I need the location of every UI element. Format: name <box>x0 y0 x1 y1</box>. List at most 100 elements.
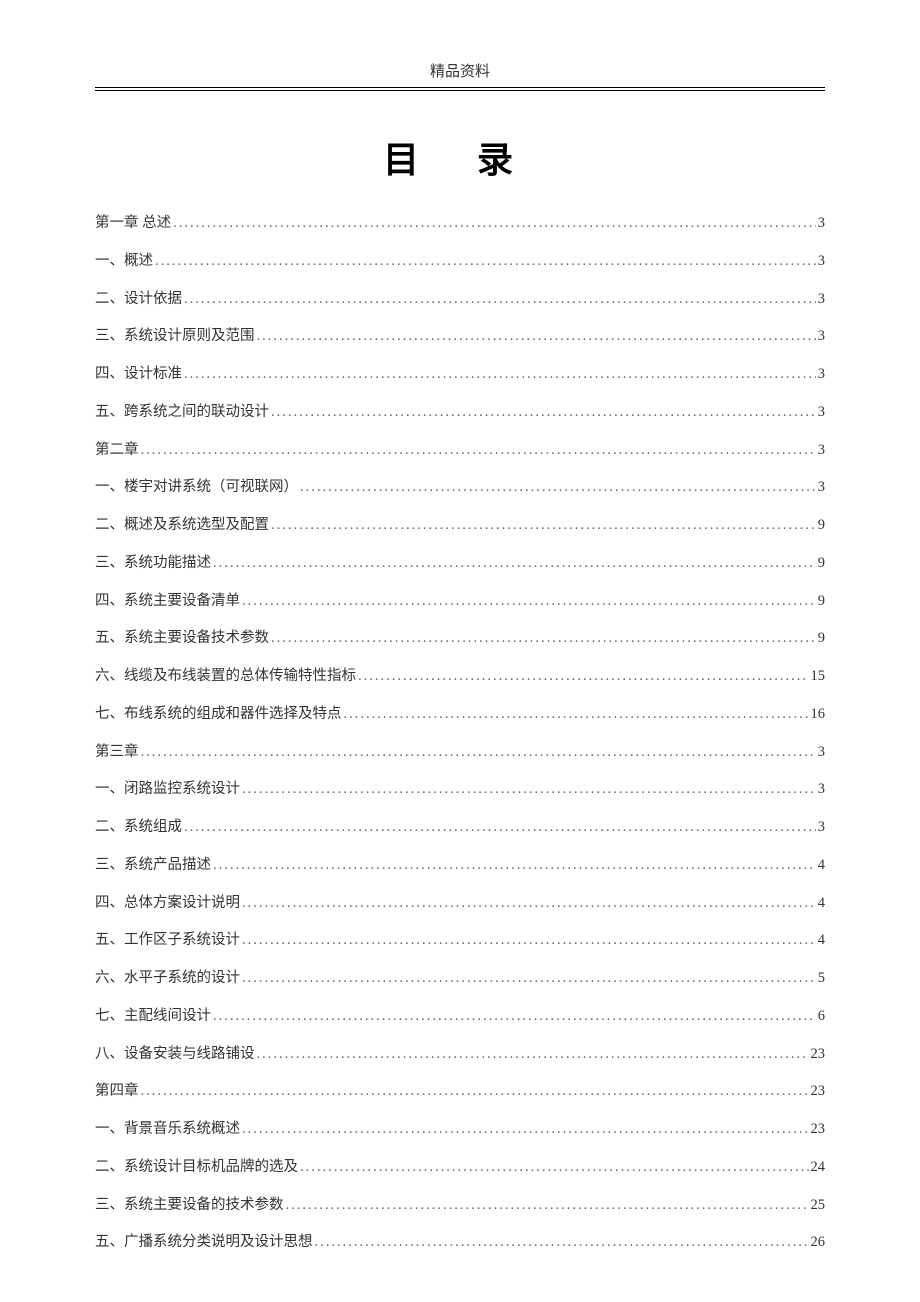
toc-entry: 第三章.....................................… <box>95 742 825 764</box>
toc-entry-page: 3 <box>818 742 825 764</box>
toc-entry: 一、楼宇对讲系统（可视联网）..........................… <box>95 477 825 499</box>
toc-entry: 四、系统主要设备清单..............................… <box>95 591 825 613</box>
page-container: 精品资料 目 录 第一章 总述.........................… <box>0 0 920 1302</box>
toc-entry-leader: ........................................… <box>300 477 816 499</box>
toc-entry-page: 23 <box>811 1081 826 1103</box>
toc-entry-page: 4 <box>818 930 825 952</box>
toc-entry-leader: ........................................… <box>242 591 816 613</box>
toc-entry: 三、系统主要设备的技术参数...........................… <box>95 1195 825 1217</box>
toc-entry-leader: ........................................… <box>315 1232 809 1254</box>
toc-entry-leader: ........................................… <box>257 1044 809 1066</box>
toc-entry-page: 4 <box>818 893 825 915</box>
toc-entry-label: 二、概述及系统选型及配置 <box>95 515 269 537</box>
toc-entry: 八、设备安装与线路铺设.............................… <box>95 1044 825 1066</box>
toc-entry-label: 六、线缆及布线装置的总体传输特性指标 <box>95 666 356 688</box>
toc-entry-label: 一、楼宇对讲系统（可视联网） <box>95 477 298 499</box>
toc-entry: 五、跨系统之间的联动设计............................… <box>95 402 825 424</box>
toc-entry-label: 三、系统功能描述 <box>95 553 211 575</box>
toc-entry-page: 3 <box>818 817 825 839</box>
toc-entry: 二、系统设计目标机品牌的选及..........................… <box>95 1157 825 1179</box>
toc-entry-leader: ........................................… <box>155 251 816 273</box>
toc-entry-page: 23 <box>811 1119 826 1141</box>
toc-entry: 一、背景音乐系统概述..............................… <box>95 1119 825 1141</box>
toc-entry-page: 3 <box>818 440 825 462</box>
toc-entry-leader: ........................................… <box>242 968 816 990</box>
toc-entry: 三、系统设计原则及范围.............................… <box>95 326 825 348</box>
toc-entry-leader: ........................................… <box>213 855 816 877</box>
toc-entry-label: 五、工作区子系统设计 <box>95 930 240 952</box>
toc-entry-label: 五、跨系统之间的联动设计 <box>95 402 269 424</box>
toc-entry-label: 三、系统设计原则及范围 <box>95 326 255 348</box>
toc-entry-leader: ........................................… <box>286 1195 809 1217</box>
toc-container: 第一章 总述..................................… <box>95 213 825 1254</box>
toc-entry-label: 一、闭路监控系统设计 <box>95 779 240 801</box>
toc-entry-label: 七、布线系统的组成和器件选择及特点 <box>95 704 342 726</box>
toc-entry: 二、设计依据..................................… <box>95 289 825 311</box>
toc-entry-label: 二、系统组成 <box>95 817 182 839</box>
toc-entry: 第四章.....................................… <box>95 1081 825 1103</box>
toc-entry-page: 9 <box>818 553 825 575</box>
toc-entry-leader: ........................................… <box>213 1006 816 1028</box>
toc-entry-leader: ........................................… <box>271 628 816 650</box>
toc-entry: 四、设计标准..................................… <box>95 364 825 386</box>
header-rule-thick <box>95 87 825 88</box>
toc-entry-page: 26 <box>811 1232 826 1254</box>
toc-entry-label: 七、主配线间设计 <box>95 1006 211 1028</box>
toc-entry: 六、水平子系统的设计..............................… <box>95 968 825 990</box>
toc-entry-leader: ........................................… <box>141 1081 809 1103</box>
toc-entry-label: 五、广播系统分类说明及设计思想 <box>95 1232 313 1254</box>
toc-entry: 五、系统主要设备技术参数............................… <box>95 628 825 650</box>
toc-entry: 三、系统功能描述................................… <box>95 553 825 575</box>
toc-entry-label: 三、系统主要设备的技术参数 <box>95 1195 284 1217</box>
toc-entry-page: 25 <box>811 1195 826 1217</box>
toc-entry-page: 9 <box>818 515 825 537</box>
toc-entry: 一、概述....................................… <box>95 251 825 273</box>
toc-entry: 第二章.....................................… <box>95 440 825 462</box>
toc-entry-leader: ........................................… <box>141 440 816 462</box>
toc-entry-label: 第四章 <box>95 1081 139 1103</box>
toc-entry: 第一章 总述..................................… <box>95 213 825 235</box>
toc-entry: 六、线缆及布线装置的总体传输特性指标......................… <box>95 666 825 688</box>
toc-entry-leader: ........................................… <box>213 553 816 575</box>
toc-entry-label: 八、设备安装与线路铺设 <box>95 1044 255 1066</box>
toc-entry-leader: ........................................… <box>358 666 809 688</box>
toc-entry-leader: ........................................… <box>141 742 816 764</box>
toc-entry-leader: ........................................… <box>242 893 816 915</box>
toc-entry-page: 3 <box>818 289 825 311</box>
toc-entry-page: 4 <box>818 855 825 877</box>
toc-entry-label: 一、概述 <box>95 251 153 273</box>
toc-entry-label: 一、背景音乐系统概述 <box>95 1119 240 1141</box>
header-label: 精品资料 <box>95 60 825 81</box>
toc-entry-leader: ........................................… <box>242 779 816 801</box>
toc-entry-label: 二、设计依据 <box>95 289 182 311</box>
toc-entry-page: 23 <box>811 1044 826 1066</box>
toc-entry: 三、系统产品描述................................… <box>95 855 825 877</box>
toc-entry: 五、工作区子系统设计..............................… <box>95 930 825 952</box>
toc-entry-page: 3 <box>818 326 825 348</box>
header-rule-thin <box>95 90 825 91</box>
toc-entry-page: 5 <box>818 968 825 990</box>
toc-entry: 一、闭路监控系统设计..............................… <box>95 779 825 801</box>
toc-entry-label: 第三章 <box>95 742 139 764</box>
toc-entry-label: 五、系统主要设备技术参数 <box>95 628 269 650</box>
toc-entry-leader: ........................................… <box>242 930 816 952</box>
toc-entry: 七、布线系统的组成和器件选择及特点.......................… <box>95 704 825 726</box>
toc-entry-page: 3 <box>818 213 825 235</box>
toc-entry-page: 15 <box>811 666 826 688</box>
toc-entry-leader: ........................................… <box>300 1157 809 1179</box>
toc-entry-leader: ........................................… <box>173 213 816 235</box>
toc-entry-label: 第一章 总述 <box>95 213 171 235</box>
toc-entry: 二、概述及系统选型及配置............................… <box>95 515 825 537</box>
toc-entry-page: 6 <box>818 1006 825 1028</box>
toc-entry-leader: ........................................… <box>184 289 816 311</box>
toc-entry: 二、系统组成..................................… <box>95 817 825 839</box>
toc-entry-label: 第二章 <box>95 440 139 462</box>
toc-entry-label: 六、水平子系统的设计 <box>95 968 240 990</box>
toc-entry: 四、总体方案设计说明..............................… <box>95 893 825 915</box>
toc-entry-page: 3 <box>818 402 825 424</box>
toc-entry-label: 四、系统主要设备清单 <box>95 591 240 613</box>
toc-entry-leader: ........................................… <box>257 326 816 348</box>
toc-entry-page: 3 <box>818 779 825 801</box>
toc-entry: 五、广播系统分类说明及设计思想.........................… <box>95 1232 825 1254</box>
toc-entry-page: 3 <box>818 251 825 273</box>
